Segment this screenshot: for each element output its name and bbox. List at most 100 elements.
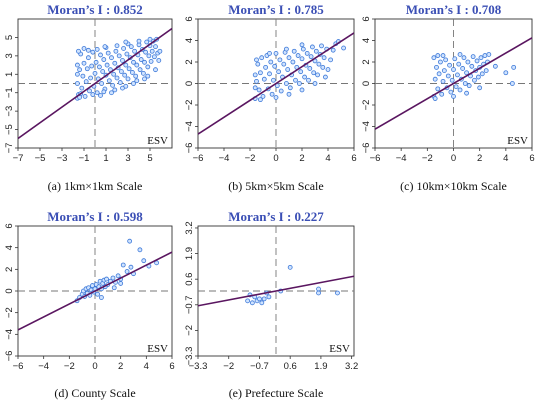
data-point bbox=[455, 72, 460, 78]
data-point bbox=[259, 55, 265, 61]
data-point bbox=[104, 62, 110, 68]
y-tick-label: 3 bbox=[4, 53, 15, 58]
x-tick-label: −3 bbox=[57, 153, 68, 164]
data-point bbox=[252, 72, 258, 78]
x-tick-label: −3.3 bbox=[189, 361, 208, 372]
data-point bbox=[87, 88, 92, 94]
data-point bbox=[330, 47, 336, 53]
y-tick-label: −0.7 bbox=[184, 295, 195, 314]
data-point bbox=[283, 81, 289, 86]
data-point bbox=[114, 43, 120, 49]
data-point bbox=[302, 74, 308, 80]
y-tick-label: 2 bbox=[184, 59, 195, 64]
x-tick-label: −1 bbox=[79, 153, 90, 164]
data-point bbox=[469, 63, 475, 69]
data-point bbox=[75, 71, 80, 77]
x-axis-label: ESV bbox=[147, 135, 168, 147]
data-point bbox=[267, 71, 272, 77]
data-point bbox=[76, 48, 81, 54]
data-point bbox=[111, 71, 117, 77]
y-tick-label: 0.6 bbox=[184, 273, 195, 286]
x-tick-label: −2 bbox=[245, 153, 256, 164]
x-tick-label: 0 bbox=[451, 153, 456, 164]
y-tick-label: 6 bbox=[4, 223, 15, 228]
data-point bbox=[474, 58, 480, 64]
x-tick-label: −7 bbox=[13, 153, 24, 164]
data-point bbox=[112, 87, 118, 93]
data-point bbox=[308, 54, 314, 60]
data-point bbox=[131, 81, 136, 86]
data-point bbox=[296, 81, 302, 86]
data-point bbox=[254, 57, 259, 63]
data-point bbox=[272, 63, 278, 69]
points-group bbox=[74, 238, 160, 304]
x-tick-label: −6 bbox=[13, 361, 24, 372]
x-tick-label: 2 bbox=[118, 361, 123, 372]
panel-caption: (a) 1km×1km Scale bbox=[48, 179, 143, 193]
y-tick-label: 4 bbox=[361, 38, 372, 43]
data-point bbox=[102, 44, 108, 50]
y-tick-label: −4 bbox=[361, 121, 372, 132]
data-point bbox=[145, 64, 151, 70]
chart-panel: Moran’s I : 0.708−6 −4 −2 0 2 4 6−6−4−20246ESV… bbox=[361, 2, 535, 193]
data-point bbox=[81, 46, 87, 51]
data-point bbox=[104, 276, 109, 282]
data-point bbox=[306, 77, 311, 83]
data-point bbox=[147, 36, 153, 42]
y-tick-label: −7 bbox=[4, 143, 15, 154]
data-point bbox=[483, 68, 489, 73]
data-point bbox=[328, 57, 334, 63]
data-point bbox=[83, 79, 89, 85]
x-tick-label: 6 bbox=[529, 153, 534, 164]
data-point bbox=[127, 238, 133, 244]
data-point bbox=[148, 58, 154, 64]
x-tick-label: 4 bbox=[325, 153, 330, 164]
x-axis-label: ESV bbox=[507, 135, 528, 147]
data-point bbox=[434, 64, 439, 70]
data-point bbox=[457, 87, 463, 93]
data-point bbox=[105, 50, 111, 56]
data-point bbox=[448, 89, 454, 95]
chart-panel: Moran’s I : 0.785 −6 −4 −2 0 2 4 6 −6 −4 −2 0 2 4 6 (b)… bbox=[184, 2, 357, 193]
data-point bbox=[99, 81, 104, 86]
chart-panel: Moran’s I : 0.598−6 −4 −2 0 2 4 6−6−4−20246ESV… bbox=[4, 209, 175, 400]
y-tick-label: −2 bbox=[4, 307, 15, 318]
data-point bbox=[97, 64, 102, 70]
data-point bbox=[156, 58, 162, 63]
data-point bbox=[118, 281, 124, 286]
y-tick-label: −4 bbox=[184, 121, 195, 132]
x-tick-label: −6 bbox=[193, 153, 204, 164]
data-point bbox=[263, 64, 269, 70]
data-point bbox=[137, 247, 143, 253]
data-point bbox=[443, 57, 449, 63]
data-point bbox=[257, 296, 262, 302]
data-point bbox=[79, 85, 85, 91]
y-tick-label: −2 bbox=[184, 325, 195, 336]
data-point bbox=[149, 48, 155, 54]
x-tick-label: 0 bbox=[92, 361, 97, 372]
data-point bbox=[316, 61, 322, 67]
data-point bbox=[435, 53, 441, 58]
data-point bbox=[287, 85, 293, 91]
panel-caption: (d) County Scale bbox=[54, 386, 135, 400]
x-tick-label: −2 bbox=[422, 153, 433, 164]
x-tick-label: −4 bbox=[38, 361, 49, 372]
data-point bbox=[285, 67, 291, 72]
points-group bbox=[75, 36, 163, 101]
data-point bbox=[273, 95, 279, 100]
panel-caption: (b) 5km×5km Scale bbox=[228, 179, 323, 193]
data-point bbox=[123, 39, 129, 45]
data-point bbox=[278, 88, 284, 94]
data-point bbox=[116, 53, 122, 59]
regression-line bbox=[198, 32, 354, 135]
data-point bbox=[128, 264, 134, 270]
data-point bbox=[290, 59, 296, 65]
data-point bbox=[452, 56, 458, 62]
x-tick-label: −2 bbox=[223, 361, 234, 372]
data-point bbox=[457, 52, 463, 57]
y-tick-label: 0 bbox=[184, 81, 195, 86]
data-point bbox=[94, 47, 100, 52]
data-point bbox=[256, 87, 262, 93]
data-point bbox=[151, 54, 157, 60]
data-point bbox=[316, 286, 321, 292]
